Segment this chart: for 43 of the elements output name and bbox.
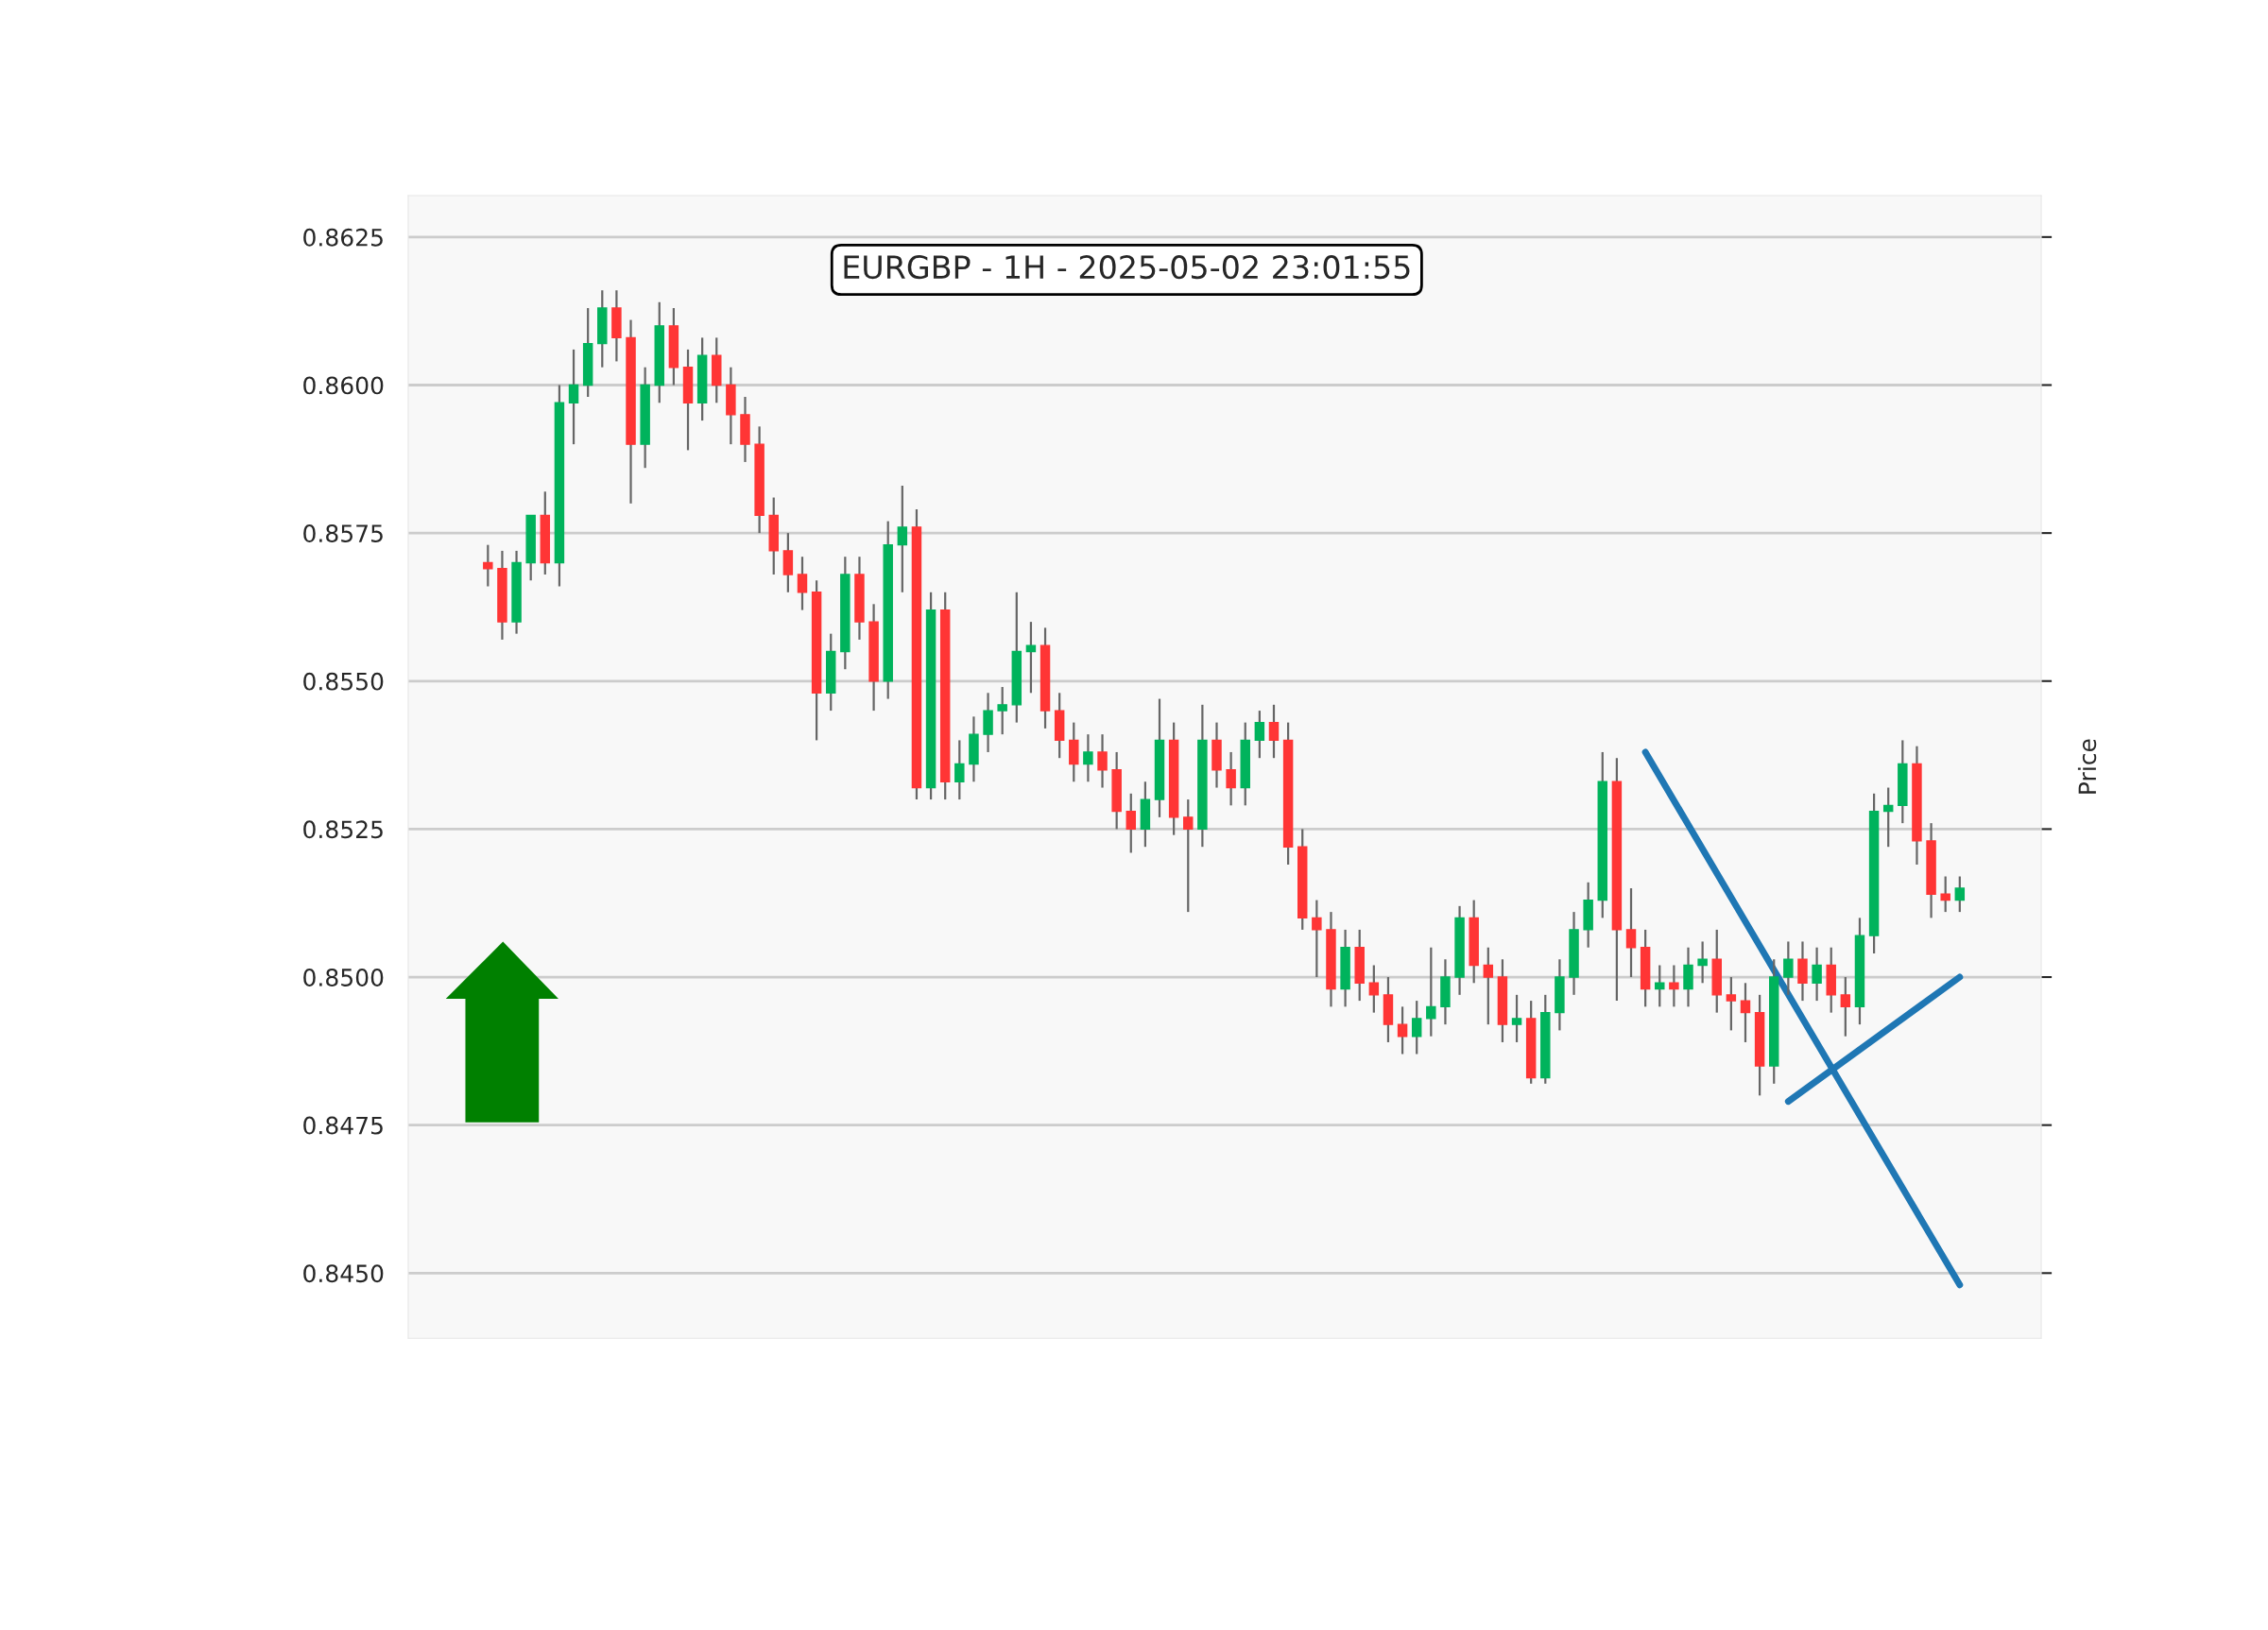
candlestick (1882, 786, 1894, 849)
candlestick (1783, 940, 1794, 996)
candlestick (1312, 899, 1322, 979)
candlestick (483, 543, 493, 588)
candlestick (1625, 886, 1637, 979)
candlestick (1083, 733, 1093, 783)
candlestick (1125, 792, 1137, 854)
text: EURGBP - 1H - 2025-05-02 23:01:55 (844, 255, 1410, 280)
y-tick-label: 0.8450 (303, 1264, 384, 1283)
y-tick-label: 0.8475 (303, 1116, 383, 1135)
candlestick (1511, 993, 1522, 1044)
candlestick (1226, 750, 1236, 807)
candlestick (1726, 975, 1737, 1032)
candlestick (1368, 964, 1380, 1014)
y-tick-label: 0.8500 (303, 968, 384, 987)
candlestick (1669, 964, 1679, 1008)
y-tick-label: 0.8600 (303, 376, 384, 395)
candlestick (1483, 946, 1494, 1026)
candlestick (997, 685, 1007, 736)
candlestick (1411, 999, 1422, 1055)
candlestick (1655, 964, 1665, 1008)
candlestick (1025, 621, 1037, 695)
y2-axis-title: Price (2077, 739, 2097, 794)
candlestick (1840, 975, 1851, 1038)
candlestick (954, 739, 965, 801)
candlestick (1697, 940, 1708, 985)
candlestick (1940, 875, 1950, 914)
candlestick (1426, 946, 1436, 1038)
candlestick (1097, 733, 1108, 789)
candlestick (1268, 703, 1280, 760)
candlestick (1954, 875, 1966, 914)
candlestick (1812, 946, 1822, 1003)
candlestick (1254, 709, 1265, 760)
candlestick (897, 484, 908, 593)
y-tick-label: 0.8575 (303, 524, 383, 542)
y-tick-label: 0.8625 (303, 228, 383, 247)
candlestick (568, 348, 579, 446)
y-tick-label: 0.8525 (303, 820, 383, 839)
candlestick (797, 556, 808, 611)
candlestick (1397, 1005, 1408, 1055)
y-tick-label: 0.8550 (303, 672, 384, 691)
candlestick (1740, 982, 1751, 1044)
candlestick (1183, 798, 1194, 914)
